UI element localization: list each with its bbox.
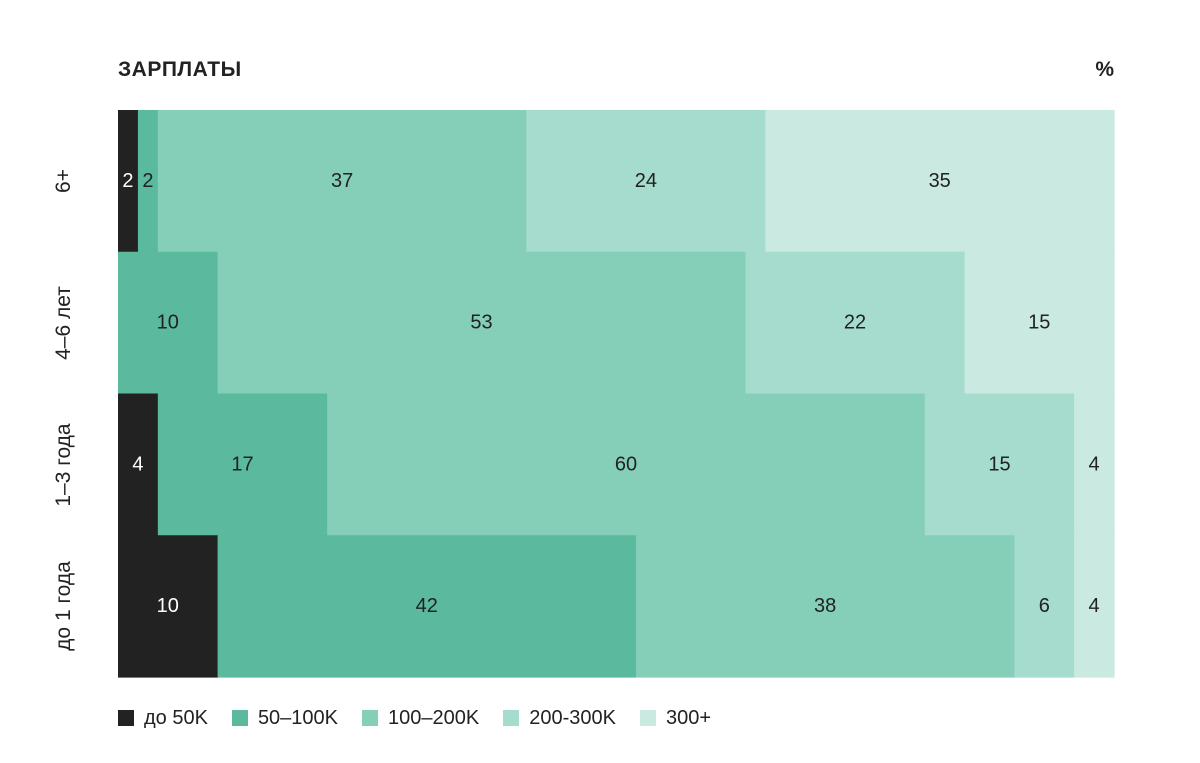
legend-label: до 50K [144,707,208,729]
data-label-4-6-100-200k: 53 [470,312,492,334]
legend: до 50K 50–100K 100–200K 200-300K 300+ [118,706,735,730]
data-label-6plus-under-50k: 2 [122,170,133,192]
data-label-4-6-300plus: 15 [1028,312,1050,334]
bar-segment-1-3-50-100k [157,393,328,536]
data-label-4-6-50-100k: 10 [157,312,179,334]
data-label-1-3-300plus: 4 [1089,453,1100,475]
legend-swatch [118,710,134,726]
bar-segment-6plus-under-50k [118,110,139,253]
legend-label: 50–100K [257,707,339,729]
legend-swatch [639,710,656,726]
bar-segment-4-6-200-300k [745,251,966,395]
bar-segment-under-1-under-50k [118,535,219,678]
bar-segment-6plus-50-100k [137,110,159,253]
data-label-under-1-under-50k: 10 [157,595,179,617]
legend-label: 100–200K [388,707,480,729]
legend-item-50-100k: 50–100K [231,706,339,730]
bar-segment-4-6-300plus [964,251,1115,395]
legend-item-100-200k: 100–200K [362,706,479,730]
bar-segment-1-3-200-300k [924,393,1075,536]
bar-segment-1-3-300plus [1074,393,1115,536]
data-label-4-6-200-300k: 22 [844,312,866,334]
data-label-6plus-50-100k: 2 [142,170,153,192]
unit-label: % [1095,58,1114,81]
data-label-6plus-100-200k: 37 [331,170,353,192]
legend-item-300plus: 300+ [639,706,712,730]
legend-item-200-300k: 200-300K [503,706,616,730]
bar-segment-under-1-100-200k [635,535,1015,678]
legend-swatch [231,710,248,726]
legend-label: 200-300K [529,707,616,729]
bar-segment-4-6-50-100k [118,251,219,395]
data-label-1-3-200-300k: 15 [988,453,1010,475]
legend-label: 300+ [665,707,712,729]
bar-segment-6plus-200-300k [526,110,766,253]
bar-segment-6plus-100-200k [157,110,527,253]
data-label-under-1-200-300k: 6 [1039,595,1050,617]
bar-segment-1-3-100-200k [327,393,926,536]
bar-segment-4-6-100-200k [217,251,747,395]
bar-segment-1-3-under-50k [118,393,159,536]
data-label-1-3-100-200k: 60 [615,453,637,475]
chart-title: ЗАРПЛАТЫ [118,58,242,81]
data-label-6plus-300plus: 35 [929,170,951,192]
bar-segment-under-1-200-300k [1014,535,1075,678]
data-label-under-1-100-200k: 38 [814,595,836,617]
data-label-under-1-50-100k: 42 [416,595,438,617]
data-label-1-3-under-50k: 4 [132,453,143,475]
data-label-1-3-50-100k: 17 [231,453,253,475]
bar-segment-6plus-300plus [765,110,1115,253]
data-label-under-1-300plus: 4 [1089,595,1100,617]
data-label-6plus-200-300k: 24 [635,170,657,192]
bar-segment-under-1-50-100k [217,535,637,678]
legend-item-under-50k: до 50K [118,706,208,730]
legend-swatch [503,710,520,726]
legend-swatch [362,710,379,726]
bar-segment-under-1-300plus [1074,535,1115,678]
